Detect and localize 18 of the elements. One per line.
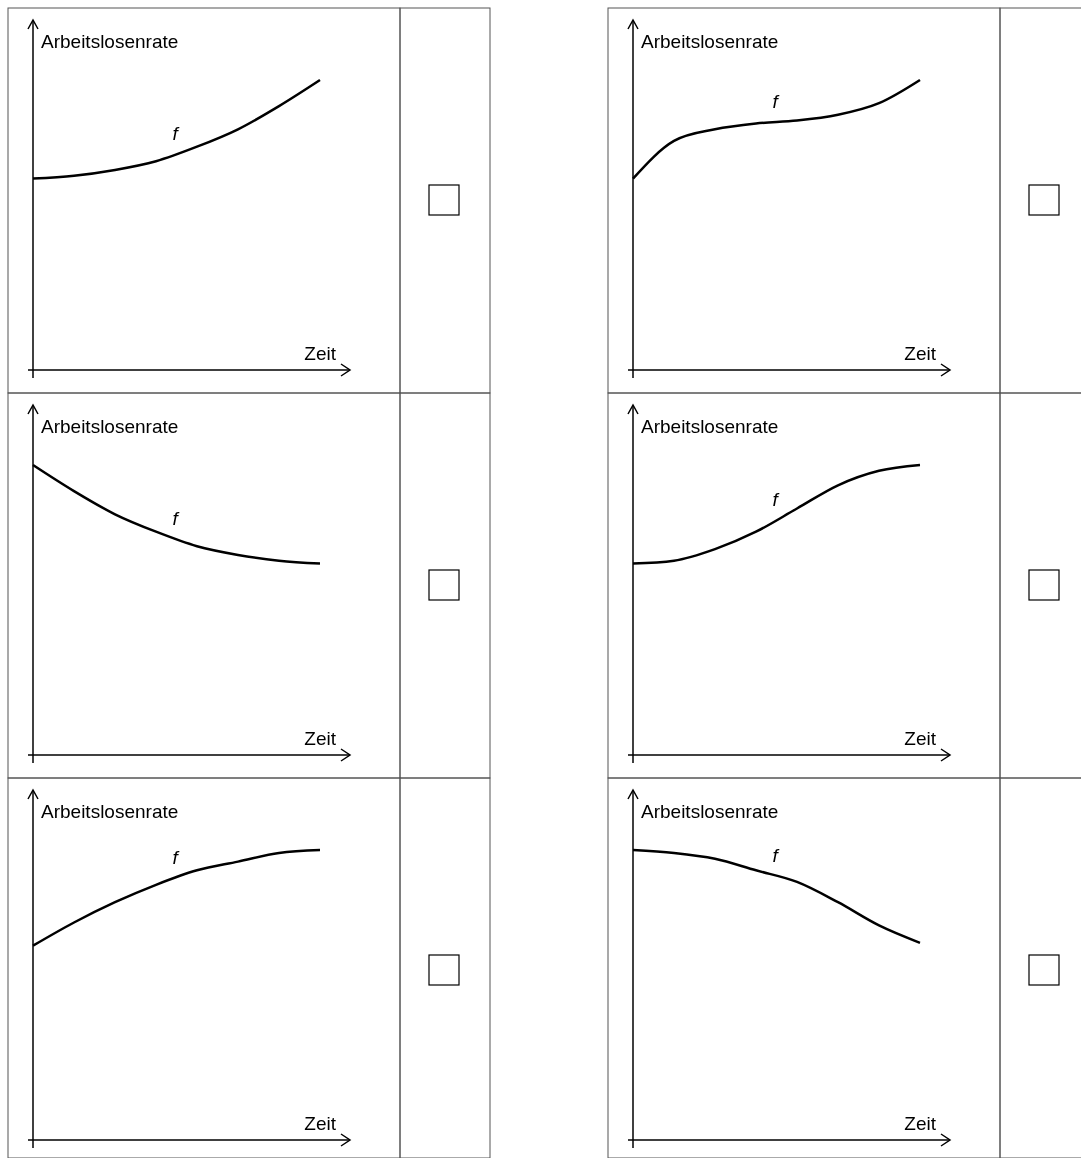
- series-label: f: [172, 122, 180, 144]
- y-axis-title: Arbeitslosenrate: [641, 31, 779, 52]
- x-axis-title: Zeit: [904, 343, 937, 364]
- series-label: f: [172, 507, 180, 529]
- y-axis-title: Arbeitslosenrate: [41, 416, 179, 437]
- y-axis-title: Arbeitslosenrate: [41, 801, 179, 822]
- x-axis-title: Zeit: [304, 343, 337, 364]
- y-axis-title: Arbeitslosenrate: [41, 31, 179, 52]
- series-label: f: [172, 846, 180, 868]
- y-axis-title: Arbeitslosenrate: [641, 801, 779, 822]
- series-label: f: [772, 91, 780, 113]
- x-axis-title: Zeit: [904, 728, 937, 749]
- y-axis-title: Arbeitslosenrate: [641, 416, 779, 437]
- series-label: f: [772, 489, 780, 511]
- x-axis-title: Zeit: [304, 1113, 337, 1134]
- series-label: f: [772, 845, 780, 867]
- x-axis-title: Zeit: [304, 728, 337, 749]
- x-axis-title: Zeit: [904, 1113, 937, 1134]
